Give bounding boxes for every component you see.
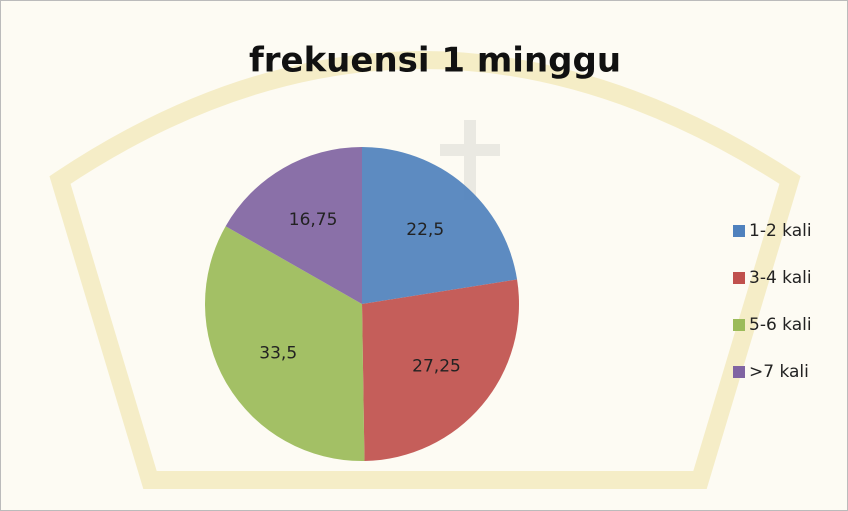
legend-label: 5-6 kali <box>749 315 812 335</box>
pie-slice <box>362 147 518 304</box>
legend-swatch <box>733 225 745 237</box>
legend-swatch <box>733 272 745 284</box>
legend-swatch <box>733 319 745 331</box>
watermark <box>49 51 801 489</box>
chart-title: frekuensi 1 minggu <box>249 41 621 81</box>
data-label: 22,5 <box>406 220 444 240</box>
data-label: 27,25 <box>412 357 461 377</box>
pie-slice <box>205 226 365 461</box>
legend-label: 1-2 kali <box>749 221 812 241</box>
data-label: 16,75 <box>289 210 338 230</box>
legend-label: >7 kali <box>749 362 809 382</box>
legend-swatch <box>733 366 745 378</box>
legend-label: 3-4 kali <box>749 268 812 288</box>
pie-slice <box>225 147 362 304</box>
data-label: 33,5 <box>259 344 297 364</box>
pie-slice <box>362 279 519 461</box>
